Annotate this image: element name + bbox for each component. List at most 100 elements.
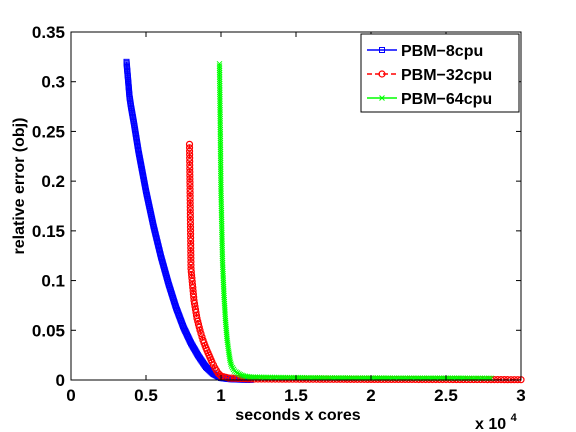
- data-point: [323, 374, 329, 381]
- data-point: [186, 213, 194, 221]
- data-point: [186, 151, 194, 159]
- data-point: [216, 85, 223, 91]
- data-point: [236, 371, 242, 377]
- data-point: [219, 242, 226, 249]
- data-point: [237, 371, 244, 378]
- data-point: [186, 206, 194, 214]
- data-point: [218, 190, 224, 197]
- data-point: [219, 255, 226, 262]
- data-point: [216, 82, 223, 89]
- data-point: [220, 275, 227, 281]
- data-point: [216, 71, 223, 78]
- data-point: [220, 273, 227, 279]
- data-point: [216, 60, 223, 67]
- data-point: [220, 288, 227, 294]
- data-point: [265, 374, 271, 381]
- data-point: [187, 258, 195, 266]
- data-point: [276, 374, 282, 381]
- data-point: [217, 137, 224, 144]
- data-point: [216, 74, 223, 80]
- data-point: [219, 264, 226, 271]
- legend: PBM−8cpu PBM−32cpu PBM−64cpu: [360, 33, 520, 113]
- data-point: [218, 214, 225, 221]
- data-point: [252, 374, 259, 380]
- data-point: [218, 220, 225, 227]
- x-axis-title: seconds x cores: [235, 407, 361, 424]
- data-point: [217, 159, 224, 166]
- data-point: [250, 374, 256, 380]
- data-point: [218, 225, 225, 231]
- y-tick-label: 0.15: [32, 222, 65, 241]
- data-point: [217, 142, 224, 148]
- data-point: [271, 374, 278, 381]
- data-point: [217, 161, 224, 168]
- data-point: [267, 374, 274, 381]
- data-point: [218, 186, 224, 192]
- data-point: [219, 253, 226, 260]
- data-point: [218, 183, 224, 190]
- data-point: [186, 168, 194, 176]
- x-tick-label: 3: [516, 386, 525, 405]
- legend-box: [360, 33, 520, 113]
- data-point: [303, 374, 310, 381]
- data-point: [215, 370, 224, 379]
- data-point: [220, 283, 227, 290]
- data-point: [217, 150, 224, 157]
- data-point: [219, 257, 226, 264]
- data-point: [217, 166, 224, 172]
- data-point: [187, 244, 195, 252]
- data-point: [186, 175, 194, 183]
- data-point: [218, 196, 225, 203]
- data-point: [185, 144, 194, 152]
- data-point: [216, 65, 223, 72]
- data-point: [218, 227, 225, 234]
- data-point: [217, 172, 224, 179]
- data-point: [217, 126, 224, 133]
- data-point: [187, 240, 195, 249]
- data-point: [185, 140, 194, 148]
- data-point: [217, 111, 223, 118]
- data-point: [218, 194, 224, 201]
- x-tick-label: 0: [66, 386, 75, 405]
- data-point: [219, 240, 225, 247]
- data-point: [219, 229, 225, 236]
- data-point: [217, 157, 224, 164]
- data-point: [220, 281, 227, 288]
- data-point: [280, 374, 286, 381]
- data-point: [316, 374, 323, 381]
- data-point: [186, 209, 194, 218]
- legend-label: PBM−8cpu: [401, 43, 483, 60]
- legend-label: PBM−32cpu: [401, 67, 492, 84]
- x-multiplier-base: x 10: [475, 416, 506, 432]
- data-point: [219, 251, 226, 258]
- data-point: [217, 128, 224, 135]
- data-point: [218, 209, 225, 216]
- data-point: [186, 195, 194, 204]
- data-point: [219, 233, 225, 240]
- data-point: [217, 100, 223, 107]
- x-multiplier-label: x 10 4: [475, 412, 518, 432]
- data-point: [219, 244, 226, 251]
- data-point: [219, 249, 226, 255]
- legend-entry: PBM−32cpu: [367, 67, 492, 84]
- data-point: [288, 374, 295, 381]
- data-point: [220, 268, 226, 275]
- y-tick-label: 0: [56, 371, 65, 390]
- data-point: [217, 122, 224, 129]
- series-1: [123, 58, 254, 383]
- data-point: [217, 115, 224, 122]
- y-tick-label: 0.1: [41, 272, 65, 291]
- data-point: [258, 374, 265, 381]
- data-point: [327, 374, 334, 381]
- data-point: [217, 164, 224, 170]
- data-point: [217, 120, 224, 126]
- data-point: [282, 374, 289, 381]
- y-tick-label: 0.3: [41, 73, 65, 92]
- data-point: [187, 237, 195, 245]
- data-point: [218, 181, 224, 188]
- data-point: [186, 220, 195, 228]
- data-point: [256, 374, 263, 381]
- legend-marker: [379, 95, 385, 101]
- data-point: [217, 139, 224, 146]
